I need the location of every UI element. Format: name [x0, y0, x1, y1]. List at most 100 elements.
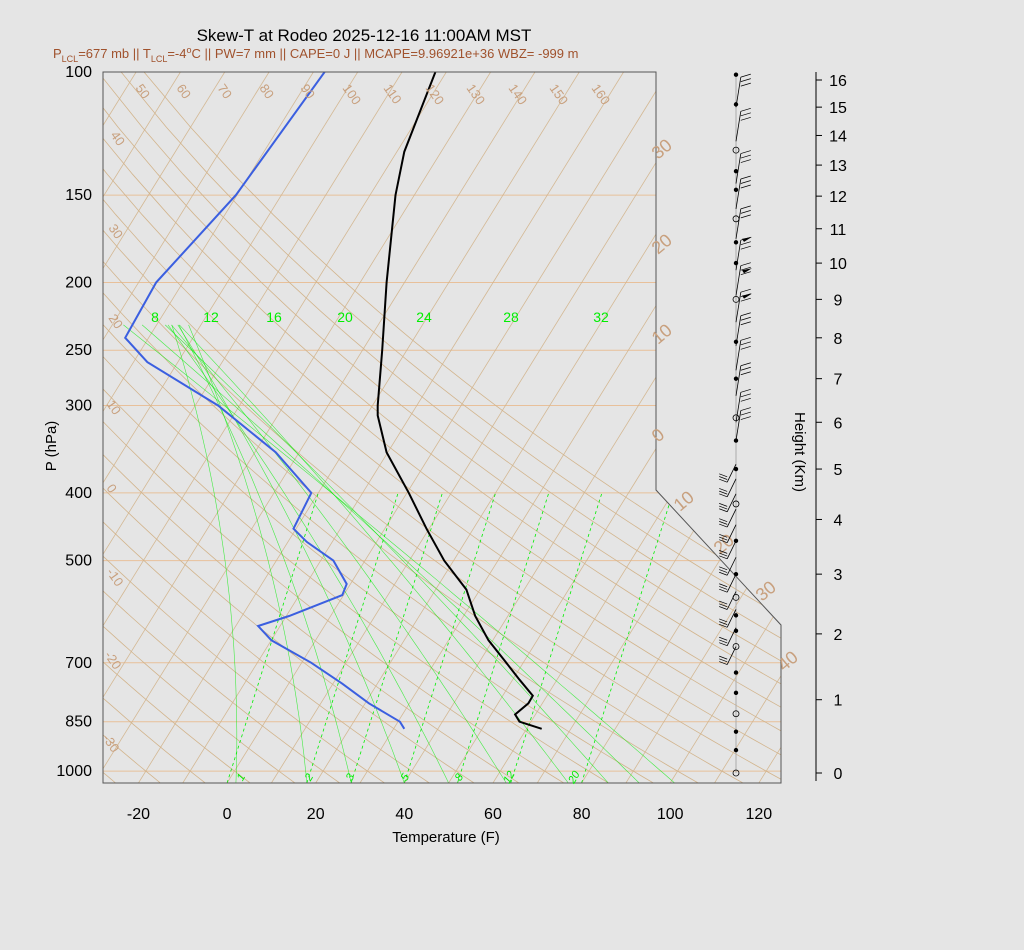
- height-tick-label: 12: [829, 189, 847, 206]
- adiabat-right-label: 30: [648, 135, 676, 163]
- isotherm-line: [103, 72, 403, 783]
- wind-marker: [733, 613, 739, 618]
- wind-barb-feather: [740, 73, 751, 78]
- isotherm-top-label: 120: [423, 81, 448, 107]
- mixing-ratio-label: 32: [593, 309, 609, 325]
- wind-barb-feather: [719, 552, 728, 557]
- isotherm-top-label: 100: [340, 81, 365, 107]
- wind-barb: [726, 540, 737, 559]
- chart-subtitle: PLCL=677 mb || TLCL=-4oC || PW=7 mm || C…: [53, 45, 578, 64]
- wind-barb-feather: [740, 78, 751, 82]
- adiabat-left-label: -10: [104, 565, 127, 589]
- mixing-ratio-bottom-label: 2: [302, 772, 316, 784]
- adiabat-right-label: 10: [648, 320, 676, 348]
- x-tick-label: 60: [484, 806, 502, 823]
- height-tick-label: 11: [830, 222, 847, 239]
- wind-pennant: [742, 293, 752, 299]
- wind-barb-feather: [740, 271, 751, 275]
- mixing-ratio-label: 24: [416, 309, 432, 325]
- wind-marker: [732, 146, 740, 154]
- wind-barb: [726, 557, 737, 576]
- dry-adiabat-line: [103, 72, 781, 783]
- adiabat-left-label: 20: [106, 311, 127, 331]
- height-tick-label: 3: [834, 567, 843, 584]
- mixing-ratio-line: [581, 492, 674, 783]
- wind-marker: [732, 295, 740, 303]
- isotherm-line: [138, 72, 580, 783]
- isotherm-top-label: 90: [298, 81, 319, 101]
- isotherm-line: [103, 72, 270, 783]
- wind-barb: [726, 646, 737, 665]
- wind-barb: [735, 410, 742, 441]
- wind-barb: [735, 240, 742, 271]
- mixing-ratio-line: [306, 492, 399, 783]
- isotherm-line: [669, 72, 781, 783]
- wind-barb-feather: [740, 205, 751, 210]
- adiabat-right-label: 10: [670, 487, 698, 515]
- y2-axis-title: Height (Km): [791, 412, 808, 492]
- isotherm-line: [103, 72, 447, 783]
- moist-adiabat-line: [179, 324, 569, 783]
- dry-adiabat-line: [103, 72, 385, 783]
- wind-barb-feather: [740, 397, 751, 402]
- wind-barb-feather: [740, 316, 751, 321]
- mixing-ratio-bottom-label: 12: [501, 769, 518, 786]
- wind-barb: [735, 365, 742, 396]
- height-tick-label: 10: [829, 256, 847, 273]
- wind-marker: [732, 710, 740, 718]
- wind-marker: [732, 769, 740, 777]
- dry-adiabat-line: [103, 72, 744, 783]
- dry-adiabat-line: [103, 72, 251, 783]
- x-tick-label: 80: [573, 806, 591, 823]
- pressure-tick-label: 850: [65, 714, 92, 731]
- wind-barb-feather: [719, 518, 728, 522]
- dry-adiabat-line: [103, 72, 654, 783]
- wind-barb-feather: [719, 490, 728, 495]
- wind-barb: [735, 292, 742, 323]
- isotherm-top-label: 150: [547, 81, 572, 107]
- moist-adiabat-line: [177, 324, 405, 783]
- wind-marker: [733, 168, 739, 174]
- wind-barb-feather: [740, 366, 751, 371]
- isotherm-line: [847, 72, 1024, 783]
- height-tick-label: 13: [829, 158, 847, 175]
- height-tick-label: 5: [834, 462, 843, 479]
- wind-barb-feather: [719, 550, 728, 554]
- moist-adiabat-line: [171, 324, 507, 783]
- wind-barb: [735, 77, 742, 108]
- temperature-line: [376, 72, 543, 730]
- x-axis-title: Temperature (F): [392, 829, 500, 846]
- dry-adiabat-line: [103, 72, 781, 783]
- moist-adiabat-line: [164, 324, 609, 783]
- wind-barb-feather: [719, 600, 728, 605]
- isotherm-line: [714, 72, 781, 783]
- height-tick-label: 9: [834, 292, 843, 309]
- isotherm-line: [271, 72, 713, 783]
- dry-adiabat-line: [103, 72, 781, 783]
- mixing-ratio-line: [350, 492, 443, 783]
- isotherm-line: [103, 72, 491, 783]
- wind-barb-feather: [740, 82, 751, 87]
- wind-barb-feather: [740, 241, 751, 246]
- adiabat-left-label: 30: [106, 221, 127, 241]
- wind-barb-feather: [740, 345, 751, 350]
- wind-barb-feather: [740, 321, 751, 326]
- adiabat-left-label: 40: [108, 128, 129, 148]
- mixing-ratio-bottom-label: 8: [453, 771, 467, 783]
- height-tick-label: 2: [834, 627, 843, 644]
- x-tick-label: 100: [657, 806, 684, 823]
- wind-barb-feather: [740, 112, 751, 117]
- wind-barb-feather: [719, 606, 728, 610]
- pressure-tick-label: 200: [65, 274, 92, 291]
- wind-barb-feather: [719, 658, 728, 663]
- moist-adiabat-line: [141, 324, 640, 783]
- isotherm-line: [103, 72, 536, 783]
- isotherm-line: [103, 72, 359, 783]
- wind-marker: [733, 240, 739, 245]
- wind-barb-feather: [740, 154, 751, 159]
- wind-barb: [735, 178, 742, 210]
- isotherm-line: [182, 72, 624, 783]
- wind-barb-feather: [719, 534, 728, 538]
- isotherm-top-label: 70: [215, 81, 236, 101]
